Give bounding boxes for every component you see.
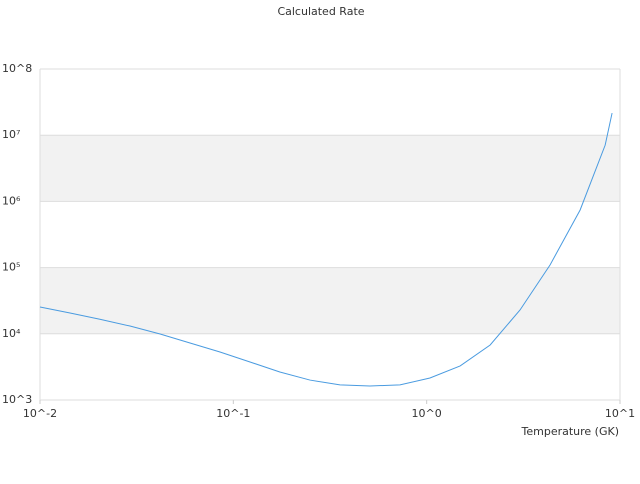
y-tick-label: 10⁵ (2, 261, 20, 274)
chart-title: Calculated Rate (277, 5, 364, 18)
x-axis-label: Temperature (GK) (521, 425, 620, 438)
grid-band (40, 135, 620, 202)
y-tick-label: 10⁶ (2, 194, 21, 207)
y-tick-label: 10⁴ (2, 327, 21, 340)
x-tick-label: 10^1 (605, 407, 635, 420)
y-tick-label: 10⁷ (2, 128, 20, 141)
data-line (39, 112, 613, 387)
grid-band (40, 267, 620, 334)
x-tick-label: 10^0 (412, 407, 442, 420)
x-tick-label: 10^-2 (23, 407, 57, 420)
x-tick-label: 10^-1 (216, 407, 250, 420)
y-tick-label: 10^3 (2, 393, 32, 406)
y-tick-label: 10^8 (2, 62, 32, 75)
